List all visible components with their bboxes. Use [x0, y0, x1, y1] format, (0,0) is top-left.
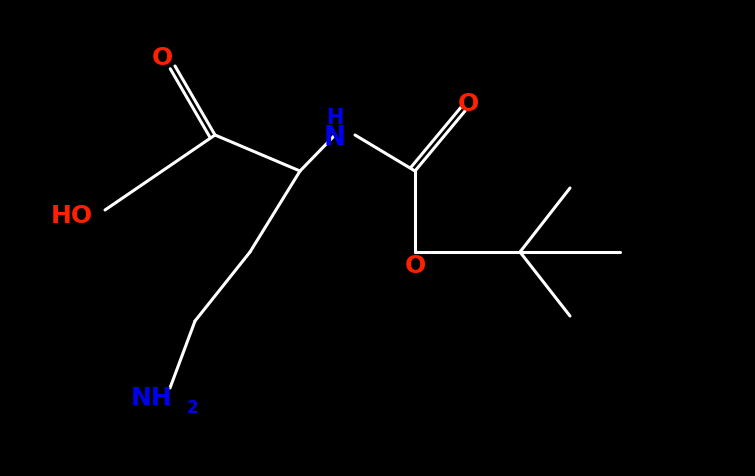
Text: H: H	[326, 108, 344, 128]
Text: O: O	[458, 92, 479, 116]
Text: HO: HO	[51, 204, 93, 228]
Text: N: N	[324, 125, 346, 151]
Text: NH: NH	[131, 386, 173, 410]
Text: O: O	[151, 46, 173, 70]
Text: O: O	[405, 254, 426, 278]
Text: 2: 2	[186, 399, 198, 417]
